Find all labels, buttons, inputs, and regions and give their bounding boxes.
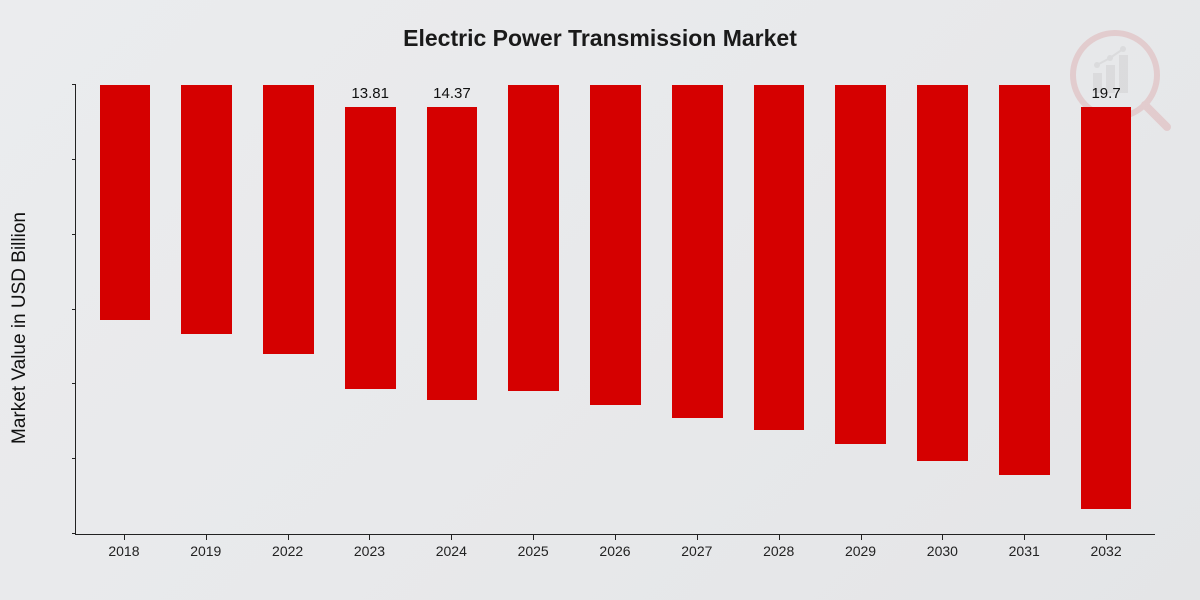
bar-slot [656,85,738,534]
bar [345,107,396,389]
bar-slot [84,85,166,534]
x-tick-label: 2023 [329,535,411,570]
x-tick-label: 2028 [738,535,820,570]
bar [999,85,1050,475]
bar [754,85,805,430]
x-tick-label: 2031 [983,535,1065,570]
bar [263,85,314,354]
bar-slot: 14.37 [411,85,493,534]
bar-slot [575,85,657,534]
value-label: 13.81 [351,85,389,102]
bar-slot [493,85,575,534]
bar [100,85,151,320]
bar [508,85,559,391]
bar [590,85,641,405]
bar-slot [983,85,1065,534]
value-label: 14.37 [433,85,471,102]
bar-slot: 13.81 [329,85,411,534]
bars-container: 13.81 14.37 19.7 [76,85,1155,534]
x-tick-label: 2018 [83,535,165,570]
y-axis-label: Market Value in USD Billion [9,212,31,444]
chart-title: Electric Power Transmission Market [0,0,1200,52]
x-axis: 2018201920222023202420252026202720282029… [75,535,1155,570]
bar [672,85,723,418]
bar [181,85,232,334]
bar-slot [902,85,984,534]
x-tick-label: 2029 [820,535,902,570]
bar-slot [820,85,902,534]
plot-area: 13.81 14.37 19.7 [75,85,1155,535]
bar [427,107,478,400]
x-tick-label: 2025 [492,535,574,570]
x-tick-label: 2026 [574,535,656,570]
bar-slot [166,85,248,534]
x-tick-label: 2032 [1065,535,1147,570]
bar-slot [738,85,820,534]
bar [1081,107,1132,509]
x-tick-label: 2027 [656,535,738,570]
chart-area: Market Value in USD Billion 13.8114.3719… [55,85,1165,570]
x-tick-label: 2019 [165,535,247,570]
x-tick-label: 2022 [247,535,329,570]
x-tick-label: 2030 [901,535,983,570]
value-label: 19.7 [1091,85,1120,102]
bar-slot: 19.7 [1065,85,1147,534]
bar [917,85,968,461]
bar [835,85,886,444]
bar-slot [248,85,330,534]
x-tick-label: 2024 [410,535,492,570]
